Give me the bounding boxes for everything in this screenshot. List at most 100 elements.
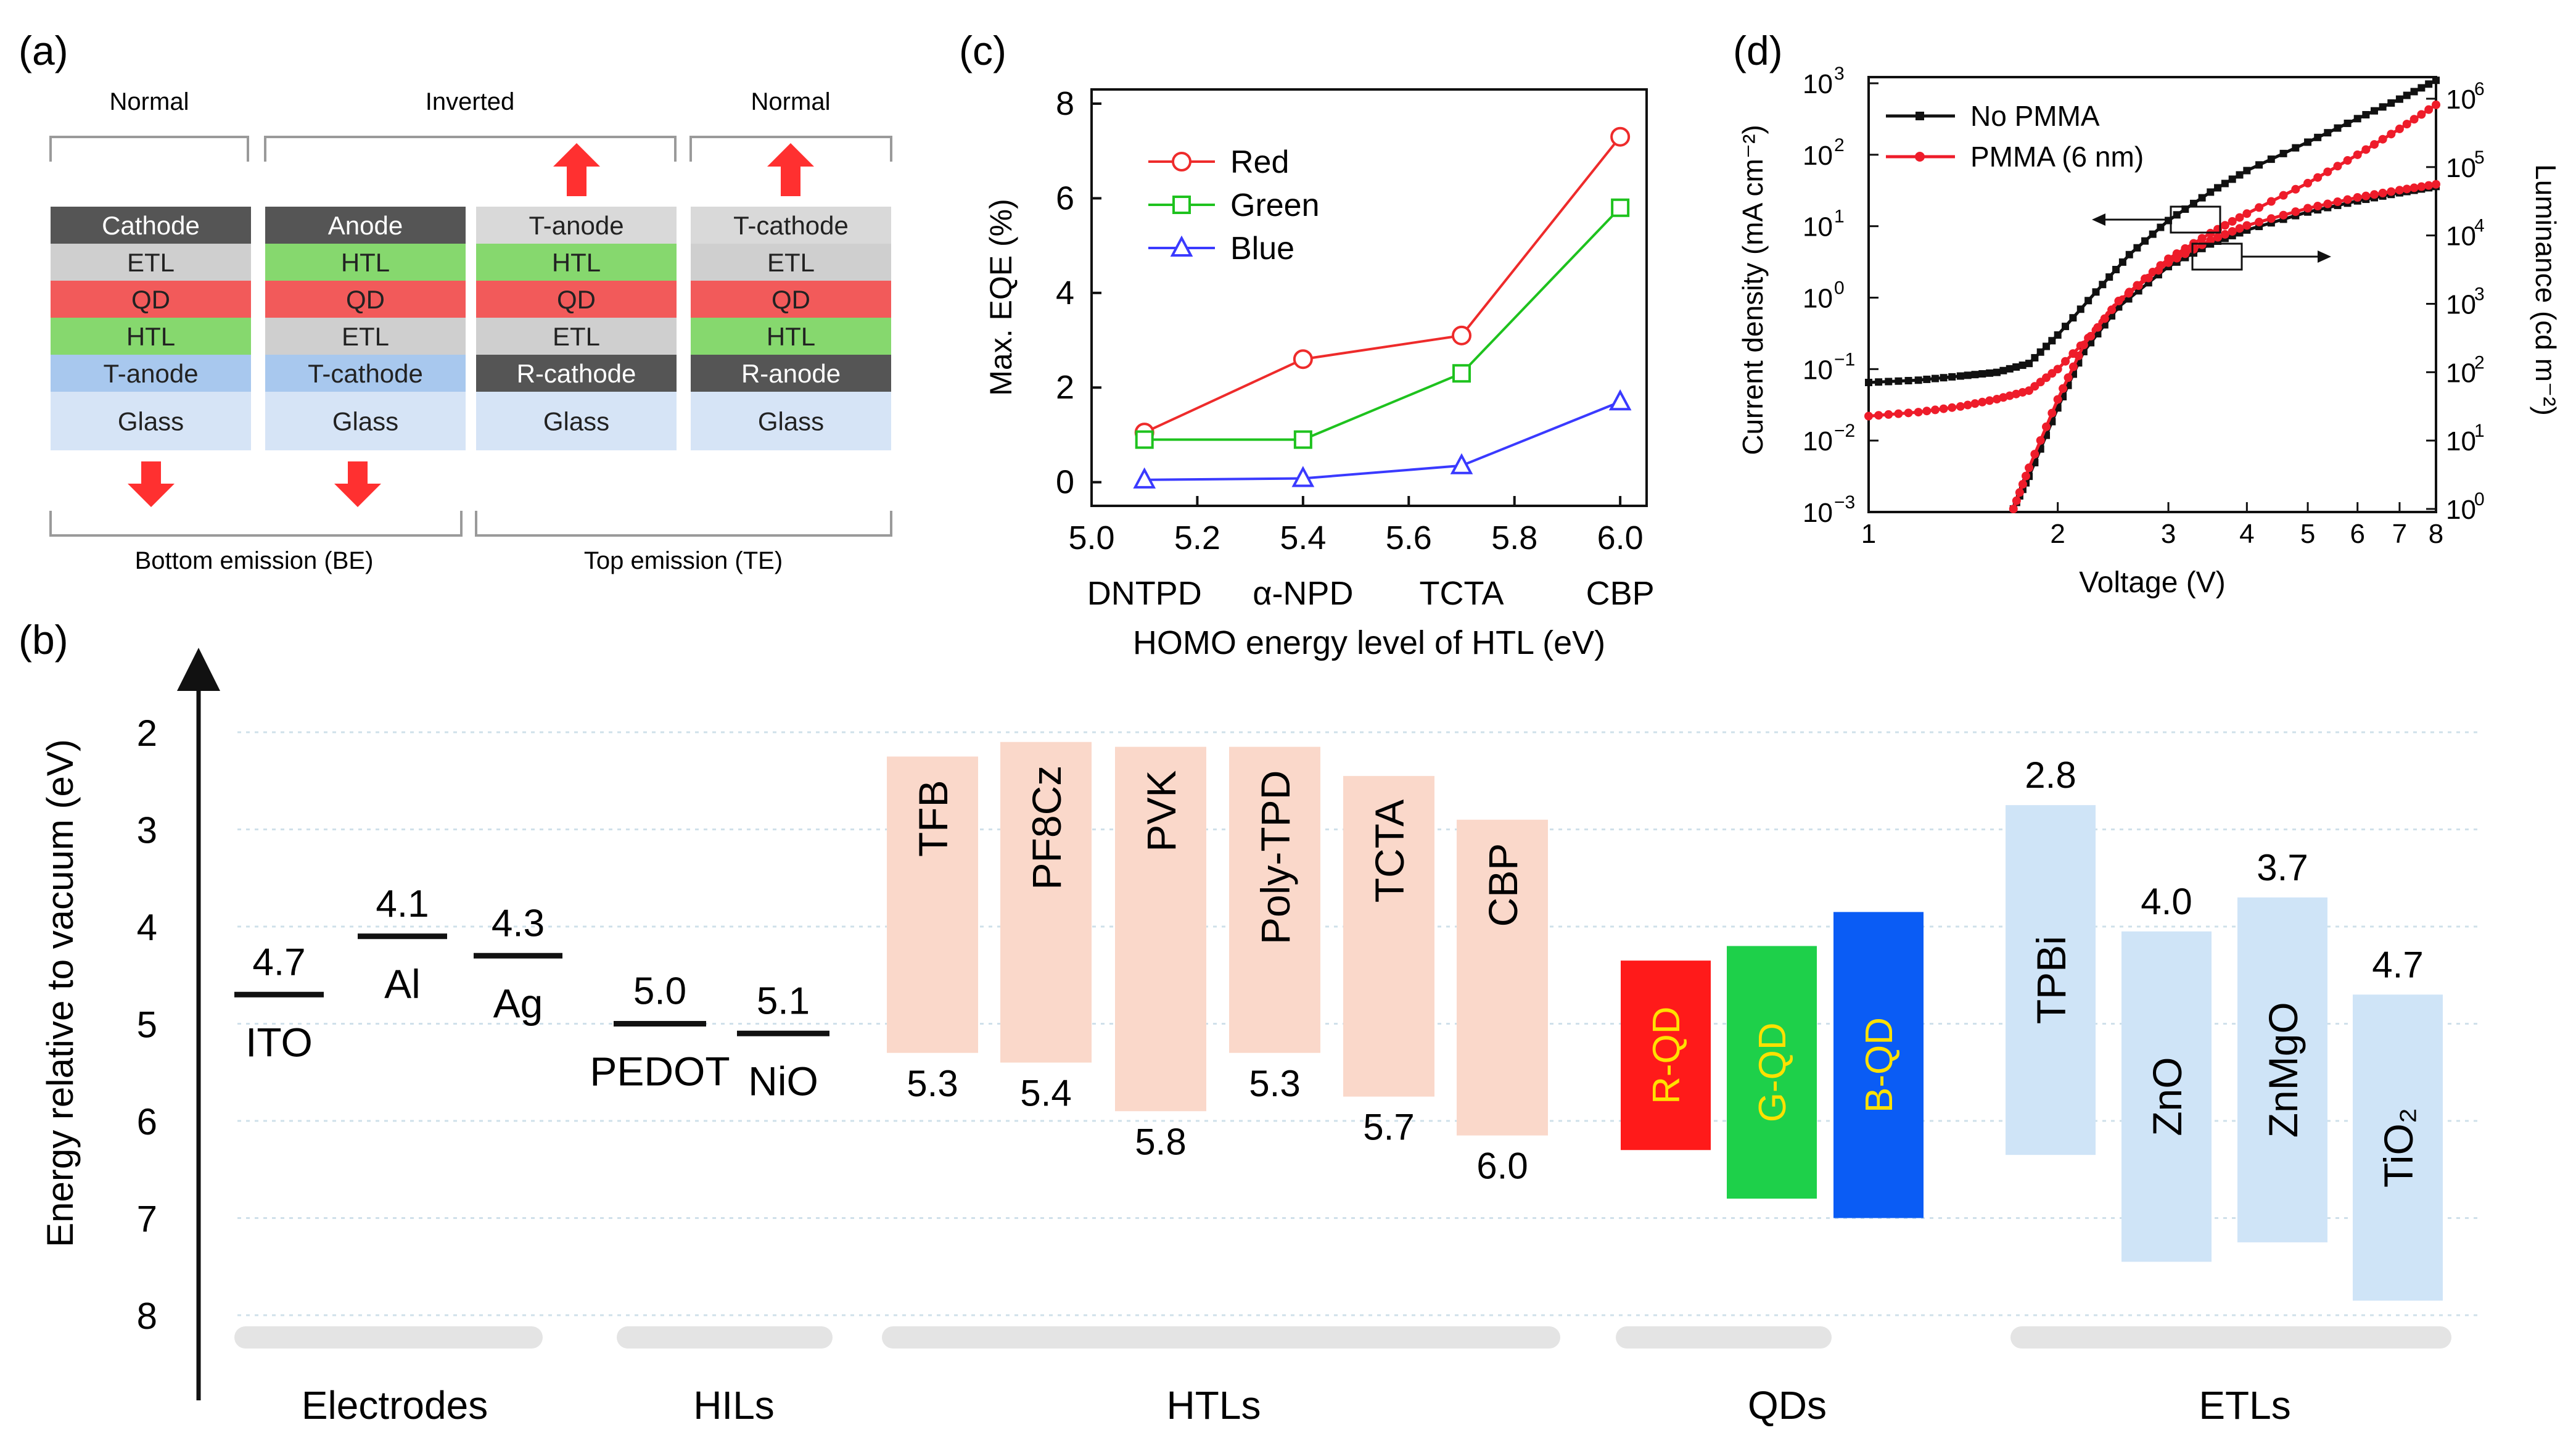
d-ytick-right-label-2: 10 — [2446, 358, 2476, 388]
d-point-1-4 — [1904, 408, 1913, 418]
layer-0-5 — [51, 392, 251, 450]
d-point-1-10 — [1956, 402, 1965, 411]
b-group-pill-0 — [234, 1326, 543, 1349]
layer-label-1-5: Glass — [332, 407, 398, 436]
c-legend-label-0: Red — [1230, 144, 1289, 180]
d-point-0-24 — [2048, 337, 2056, 345]
label-bottom-emission: Bottom emission (BE) — [135, 547, 374, 574]
d-point-3-33 — [2228, 227, 2237, 236]
b-etl-box-0 — [2006, 805, 2096, 1155]
d-point-0-68 — [2418, 84, 2426, 92]
b-qd-box-1 — [1727, 946, 1817, 1199]
d-point-1-56 — [2313, 173, 2323, 182]
d-point-0-23 — [2043, 342, 2051, 350]
c-line-blue — [1144, 400, 1621, 481]
d-point-0-47 — [2221, 180, 2229, 188]
emission-arrow-be2-head — [334, 484, 381, 507]
d-point-0-17 — [2006, 365, 2014, 373]
c-ytick-label-4: 8 — [1056, 85, 1074, 122]
b-etl-name-2: ZnMgO — [2260, 1002, 2306, 1138]
panel-d-jvl-chart: Current density (mA cm⁻²) Luminance (cd … — [1737, 64, 2562, 599]
panel-b-energy-diagram: Energy relative to vacuum (eV) 2 3 4 5 6 7 8 El… — [39, 648, 2479, 1427]
d-point-0-15 — [1993, 368, 2001, 376]
panel-a-device-structures: Normal Inverted Normal Bottom emission (… — [49, 88, 892, 574]
c-ytick-label-2: 4 — [1056, 275, 1074, 312]
d-point-1-69 — [2424, 105, 2434, 114]
d-point-3-46 — [2361, 191, 2371, 200]
c-category-label-1: α-NPD — [1253, 575, 1353, 612]
d-point-0-39 — [2157, 223, 2165, 231]
d-point-1-64 — [2387, 130, 2396, 139]
layer-label-2-0: T-anode — [529, 211, 623, 240]
label-top-emission: Top emission (TE) — [584, 547, 783, 574]
layer-0-1 — [51, 244, 251, 281]
layer-label-3-3: HTL — [767, 322, 815, 351]
layer-1-1 — [265, 244, 466, 281]
d-point-1-26 — [2061, 357, 2070, 366]
d-point-0-3 — [1895, 377, 1903, 385]
b-htl-homo-1: 5.4 — [1020, 1073, 1071, 1114]
b-htl-name-2: PVK — [1138, 771, 1184, 852]
d-point-0-31 — [2099, 281, 2107, 289]
d-point-0-25 — [2054, 331, 2062, 339]
d-point-0-11 — [1964, 371, 1972, 379]
d-point-1-50 — [2242, 209, 2252, 218]
b-level-value-2: 4.3 — [492, 902, 545, 944]
d-ytick-label-6: 10 — [1803, 69, 1833, 99]
d-point-3-45 — [2353, 193, 2362, 202]
d-ytick-exp-2: −1 — [1834, 349, 1855, 370]
c-category-label-0: DNTPD — [1087, 575, 1202, 612]
panel-label-d: (d) — [1733, 28, 1783, 73]
c-ytick-label-3: 6 — [1056, 180, 1074, 217]
d-ytick-right-label-1: 10 — [2446, 426, 2476, 457]
d-point-1-62 — [2370, 140, 2379, 149]
d-point-0-10 — [1956, 372, 1964, 380]
d-point-3-13 — [2068, 362, 2078, 371]
c-category-label-3: CBP — [1586, 575, 1655, 612]
d-point-3-18 — [2100, 314, 2109, 323]
d-point-0-50 — [2243, 167, 2251, 175]
b-qd-name-2: B-QD — [1858, 1017, 1901, 1113]
d-point-0-28 — [2076, 305, 2084, 313]
d-point-1-48 — [2228, 217, 2237, 226]
panel-label-c: (c) — [959, 28, 1006, 73]
emission-arrow-be2-shaft — [348, 461, 368, 484]
d-point-3-15 — [2079, 341, 2088, 350]
d-point-0-62 — [2371, 107, 2379, 115]
emission-arrow-te1-shaft — [567, 167, 586, 196]
d-legend-marker-0 — [1916, 112, 1924, 120]
d-point-3-31 — [2213, 233, 2223, 242]
b-level-name-3: PEDOT — [590, 1049, 730, 1094]
d-point-3-6 — [2030, 450, 2039, 459]
d-point-0-34 — [2118, 258, 2126, 266]
d-ytick-right-exp-5: 5 — [2474, 147, 2485, 168]
layer-label-0-2: QD — [131, 285, 170, 314]
b-htl-name-0: TFB — [910, 780, 956, 857]
b-ytick-label-6: 8 — [137, 1295, 157, 1337]
layer-label-0-3: HTL — [126, 322, 175, 351]
d-point-0-21 — [2031, 353, 2039, 362]
layer-2-4 — [476, 355, 677, 392]
d-point-3-35 — [2242, 221, 2252, 230]
d-point-0-35 — [2125, 250, 2133, 258]
c-legend-label-1: Green — [1230, 188, 1320, 223]
c-point-blue-0 — [1133, 467, 1156, 489]
c-point-blue-3 — [1608, 389, 1632, 411]
d-point-1-47 — [2220, 221, 2229, 230]
d-point-1-60 — [2353, 150, 2362, 159]
d-point-3-9 — [2047, 408, 2057, 418]
d-point-0-8 — [1940, 374, 1948, 382]
d-point-1-57 — [2323, 167, 2332, 176]
layer-label-1-0: Anode — [328, 211, 403, 240]
layer-3-1 — [691, 244, 891, 281]
d-ytick-exp-0: −3 — [1834, 492, 1855, 513]
d-ytick-right-label-0: 10 — [2446, 495, 2476, 525]
b-group-pill-2 — [882, 1326, 1560, 1349]
d-point-0-55 — [2304, 138, 2312, 146]
layer-label-0-1: ETL — [127, 248, 175, 277]
d-point-0-2 — [1885, 378, 1893, 386]
d-point-3-49 — [2387, 187, 2396, 196]
d-point-1-53 — [2279, 191, 2288, 200]
b-group-pill-1 — [617, 1326, 833, 1349]
layer-1-2 — [265, 281, 466, 318]
